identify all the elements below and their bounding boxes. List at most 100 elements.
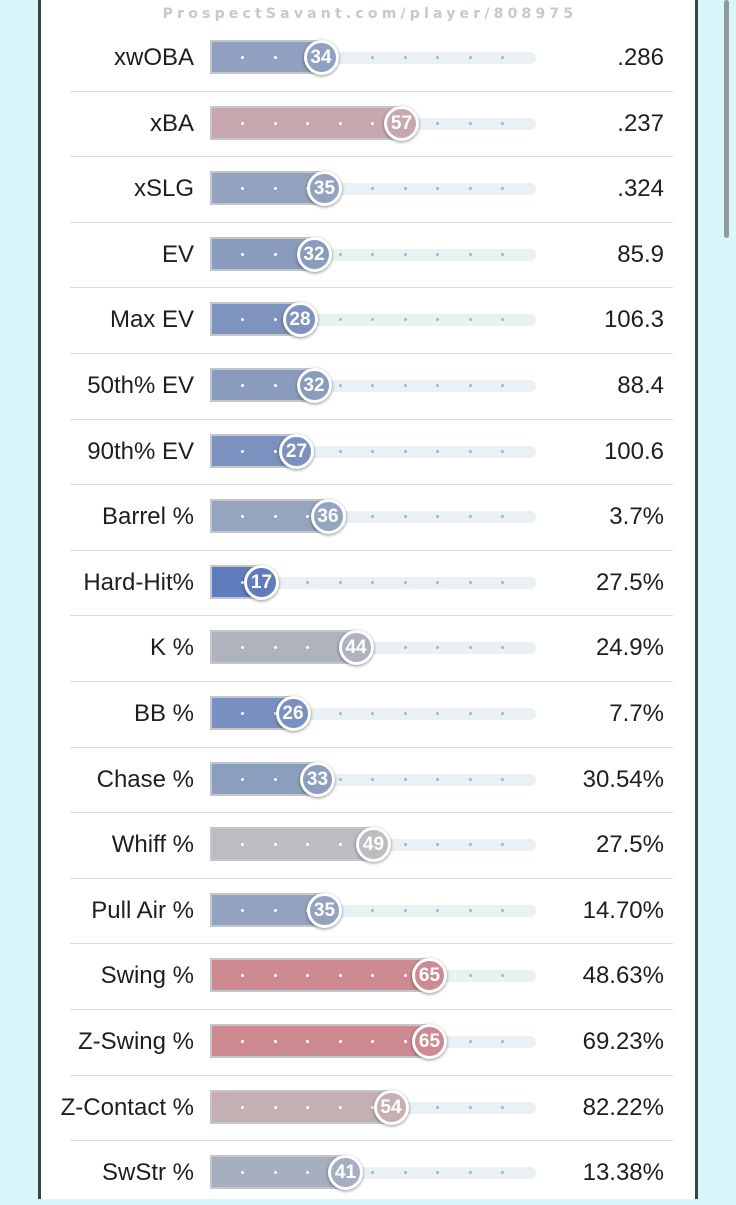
percentile-knob: 41 [328, 1155, 363, 1190]
scale-dot [501, 253, 504, 256]
percentile-bar [210, 40, 321, 74]
scale-dot [273, 122, 277, 125]
scale-dot [501, 778, 504, 781]
row-divider [70, 484, 673, 485]
row-divider [70, 812, 673, 813]
scale-dot [403, 1040, 407, 1043]
watermark: ProspectSavant.com/player/808975 [162, 6, 578, 22]
scrollbar[interactable] [724, 0, 729, 238]
scale-dot [501, 909, 504, 912]
scale-dot [468, 1040, 472, 1043]
scale-dot [241, 646, 244, 649]
metric-value: 82.22% [582, 1094, 664, 1121]
metric-row: Swing % 65 48.63% [0, 943, 736, 1008]
scale-dot [403, 778, 407, 781]
percentile-knob: 36 [310, 499, 346, 534]
metric-row: xwOBA 34 .286 [0, 25, 736, 90]
metric-label: Chase % [96, 766, 194, 793]
scale-dot [436, 778, 439, 781]
percentile-bar [210, 827, 374, 861]
scale-dot [436, 1106, 439, 1109]
scale-dot [468, 318, 472, 321]
scale-dot [306, 646, 309, 649]
metric-value: 88.4 [617, 372, 664, 399]
metric-row: 90th% EV 27 100.6 [0, 419, 736, 484]
scale-dot [273, 384, 277, 387]
scale-dot [501, 56, 504, 59]
row-divider [70, 1075, 673, 1076]
scale-dot [501, 843, 504, 846]
metric-value: 100.6 [603, 438, 664, 465]
scale-dot [501, 581, 504, 584]
metric-value: 24.9% [595, 634, 664, 661]
scale-dot [468, 122, 472, 125]
metric-value: 85.9 [617, 241, 664, 268]
scale-dot [371, 384, 374, 387]
scale-dot [403, 646, 407, 649]
scale-dot [468, 515, 472, 518]
percentile-knob: 35 [307, 171, 342, 206]
scale-dot [501, 318, 504, 321]
metric-label: 50th% EV [87, 372, 194, 399]
percentile-knob: 28 [282, 302, 318, 337]
scale-dot [273, 909, 277, 912]
metric-label: xSLG [133, 175, 194, 202]
scale-dot [371, 187, 374, 190]
scale-dot [241, 384, 244, 387]
metric-row: BB % 26 7.7% [0, 681, 736, 746]
row-divider [70, 1009, 673, 1010]
scale-dot [273, 318, 277, 321]
metric-label: K % [149, 634, 194, 661]
scale-dot [501, 1171, 504, 1174]
scale-dot [338, 122, 342, 125]
scale-dot [306, 581, 309, 584]
metric-label: Barrel % [101, 503, 194, 530]
scale-dot [241, 1171, 244, 1174]
scale-dot [403, 515, 407, 518]
scale-dot [371, 778, 374, 781]
scale-dot [273, 712, 277, 715]
percentile-knob: 27 [279, 434, 314, 469]
percentile-bar [210, 1090, 391, 1124]
row-divider [70, 681, 673, 682]
scale-dot [436, 646, 439, 649]
metric-row: xSLG 35 .324 [0, 156, 736, 221]
scale-dot [403, 56, 407, 59]
scale-dot [436, 122, 439, 125]
scale-dot [501, 450, 504, 453]
scale-dot [436, 712, 439, 715]
percentile-knob: 49 [356, 827, 391, 862]
metric-value: 27.5% [595, 569, 664, 596]
scale-dot [403, 187, 407, 190]
scale-dot [306, 122, 309, 125]
scale-dot [273, 646, 277, 649]
percentile-bar [210, 1024, 430, 1058]
row-divider [70, 878, 673, 879]
scale-dot [501, 187, 504, 190]
scale-dot [468, 384, 472, 387]
metric-row: Z-Swing % 65 69.23% [0, 1009, 736, 1074]
scale-dot [338, 581, 342, 584]
scale-dot [338, 318, 342, 321]
scale-dot [241, 1040, 244, 1043]
scale-dot [371, 318, 374, 321]
row-divider [70, 747, 673, 748]
metric-label: EV [161, 241, 194, 268]
row-divider [70, 943, 673, 944]
scale-dot [338, 843, 342, 846]
scale-dot [501, 974, 504, 977]
row-divider [70, 91, 673, 92]
scale-dot [436, 253, 439, 256]
scale-dot [436, 843, 439, 846]
metric-label: Pull Air % [91, 897, 194, 924]
scale-dot [371, 1171, 374, 1174]
scale-dot [501, 515, 504, 518]
scale-dot [241, 187, 244, 190]
scale-dot [468, 1171, 472, 1174]
scale-dot [403, 1171, 407, 1174]
scale-dot [338, 974, 342, 977]
scale-dot [468, 909, 472, 912]
scale-dot [273, 56, 277, 59]
scale-dot [403, 581, 407, 584]
scale-dot [241, 515, 244, 518]
